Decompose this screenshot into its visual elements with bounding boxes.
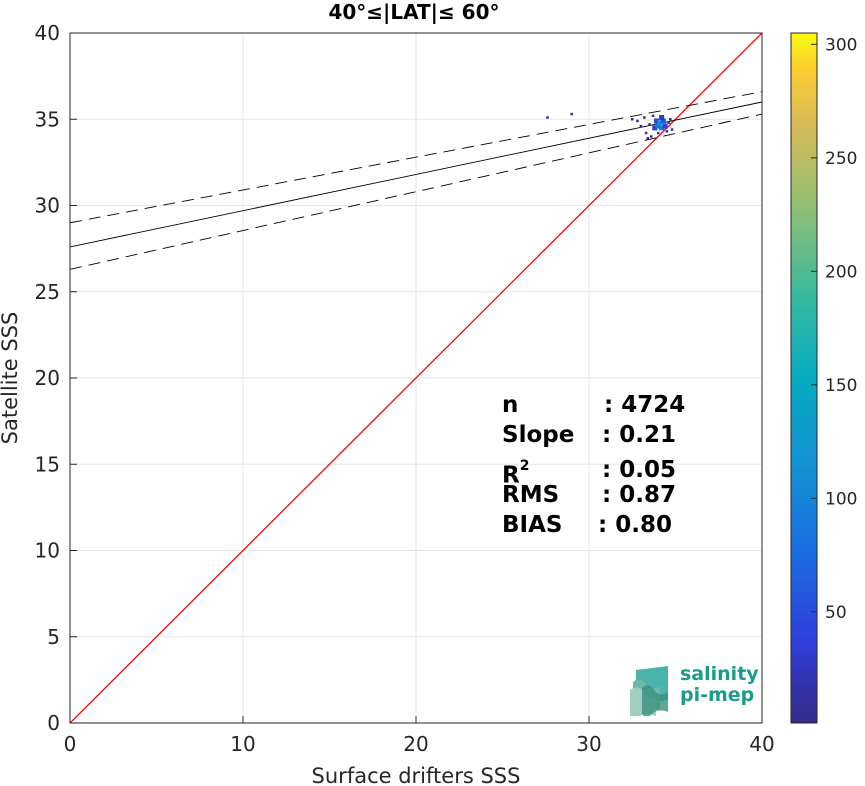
density-point (667, 121, 670, 124)
y-tick-label: 40 (35, 21, 60, 45)
stat-label: R2 (502, 455, 529, 491)
colorbar-tick-label: 100 (825, 489, 857, 509)
density-point (636, 119, 639, 123)
y-tick-label: 0 (47, 711, 60, 735)
stat-label: Slope (502, 422, 575, 448)
colorbar-tick-label: 50 (825, 603, 847, 623)
logo-word-pi-mep: pi-mep (680, 684, 755, 706)
x-tick-label: 40 (749, 732, 774, 756)
wave-logo-icon (630, 666, 668, 716)
stat-value: : 4724 (604, 392, 686, 418)
stat-value: : 0.87 (602, 482, 676, 508)
stat-label: n (502, 392, 519, 418)
density-point (655, 123, 661, 129)
density-point (643, 116, 646, 119)
density-point (660, 118, 666, 124)
y-tick-label: 20 (35, 366, 60, 390)
fit-band-upper (70, 91, 762, 224)
density-point (656, 131, 660, 135)
logo-text: salinity pi-mep (680, 664, 759, 706)
density-point (665, 130, 669, 133)
y-tick-label: 5 (47, 625, 60, 649)
y-axis-label: Satellite SSS (0, 312, 22, 445)
stat-label-base: R (502, 462, 520, 489)
density-point (546, 116, 549, 119)
y-tick-label: 10 (35, 539, 60, 563)
stat-label: BIAS (502, 512, 563, 538)
y-tick-label: 30 (35, 194, 60, 218)
identity-line (70, 33, 762, 723)
colorbar (790, 32, 818, 724)
density-point (669, 118, 672, 121)
density-point (652, 125, 658, 131)
density-point (659, 125, 665, 131)
density-point (646, 136, 650, 140)
density-point (631, 118, 634, 121)
density-point (644, 131, 648, 135)
density-point (648, 123, 651, 126)
density-point (662, 123, 668, 129)
colorbar-tick-label: 300 (825, 35, 857, 55)
y-tick-label: 25 (35, 280, 60, 304)
fit-line (70, 101, 762, 248)
stat-label: RMS (502, 482, 560, 508)
logo-word-salinity: salinity (680, 663, 759, 685)
density-point (570, 112, 573, 116)
x-tick-label: 20 (403, 732, 428, 756)
fit-band-lower (70, 113, 762, 270)
x-tick-label: 30 (576, 732, 601, 756)
stat-value: : 0.05 (602, 457, 676, 483)
x-tick-label: 0 (64, 732, 77, 756)
colorbar-tick-label: 250 (825, 149, 857, 169)
density-point (670, 128, 674, 131)
chart-title: 40°≤|LAT|≤ 60° (328, 0, 499, 24)
stat-label-sup: 2 (519, 458, 530, 474)
density-point (639, 124, 643, 128)
colorbar-tick-label: 150 (825, 376, 857, 396)
density-point (651, 114, 655, 118)
density-point (653, 118, 659, 124)
x-tick-label: 10 (230, 732, 255, 756)
density-point (657, 120, 663, 126)
colorbar-tick-label: 200 (825, 262, 857, 282)
density-point (650, 135, 653, 138)
stat-value: : 0.21 (602, 422, 676, 448)
y-tick-label: 35 (35, 107, 60, 131)
salinity-pi-mep-logo: salinity pi-mep (630, 664, 760, 716)
stat-value: : 0.80 (598, 512, 672, 538)
y-tick-label: 15 (35, 452, 60, 476)
density-point (659, 115, 665, 121)
x-axis-label: Surface drifters SSS (312, 764, 521, 786)
